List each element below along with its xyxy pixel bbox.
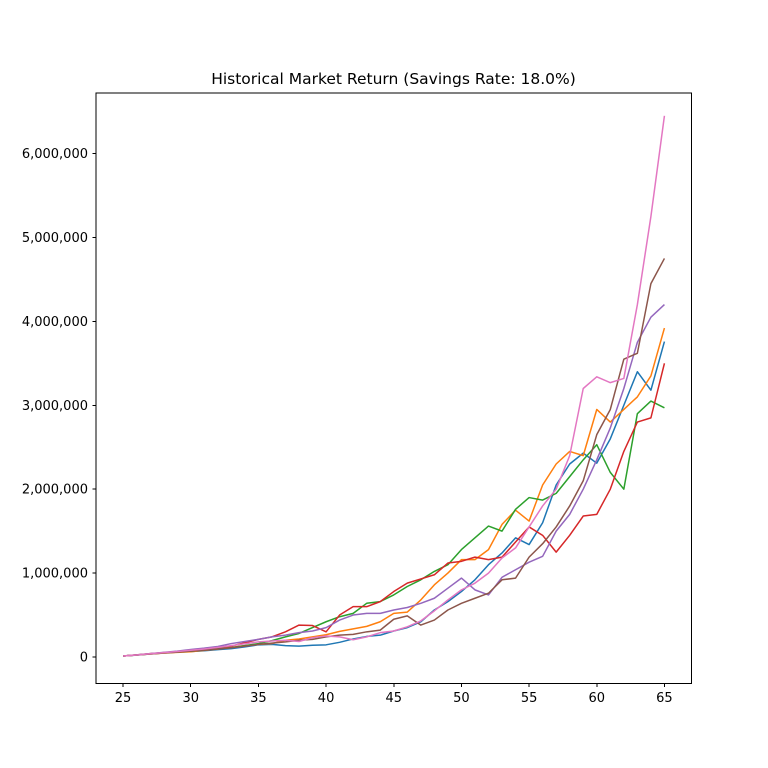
y-tick-label: 3,000,000 bbox=[22, 399, 88, 414]
x-tick-label: 60 bbox=[588, 691, 605, 706]
y-tick-label: 1,000,000 bbox=[22, 567, 88, 582]
y-tick-label: 2,000,000 bbox=[22, 483, 88, 498]
x-tick-label: 30 bbox=[182, 691, 199, 706]
series-lines bbox=[123, 115, 666, 657]
x-tick-label: 55 bbox=[521, 691, 538, 706]
y-tick-label: 4,000,000 bbox=[22, 315, 88, 330]
series-line-simulation-5 bbox=[123, 304, 665, 657]
series-line-simulation-3 bbox=[123, 400, 665, 657]
x-tick-label: 50 bbox=[453, 691, 470, 706]
series-line-simulation-4 bbox=[123, 363, 666, 657]
x-tick-label: 45 bbox=[385, 691, 402, 706]
y-tick-label: 6,000,000 bbox=[22, 147, 88, 162]
y-tick-label: 5,000,000 bbox=[22, 231, 88, 246]
series-line-simulation-7 bbox=[123, 115, 666, 657]
x-tick-label: 65 bbox=[656, 691, 673, 706]
x-tick-label: 40 bbox=[318, 691, 335, 706]
chart-title: Historical Market Return (Savings Rate: … bbox=[211, 70, 576, 88]
series-line-simulation-6 bbox=[123, 258, 666, 657]
tick-labels: 25 30 35 40 45 50 55 60 65 0 1,000,000 2,000,000 3,0… bbox=[22, 147, 673, 706]
y-tick-label: 0 bbox=[80, 650, 88, 665]
x-tick-label: 25 bbox=[115, 691, 132, 706]
series-line-simulation-2 bbox=[123, 327, 666, 657]
x-tick-label: 35 bbox=[250, 691, 267, 706]
